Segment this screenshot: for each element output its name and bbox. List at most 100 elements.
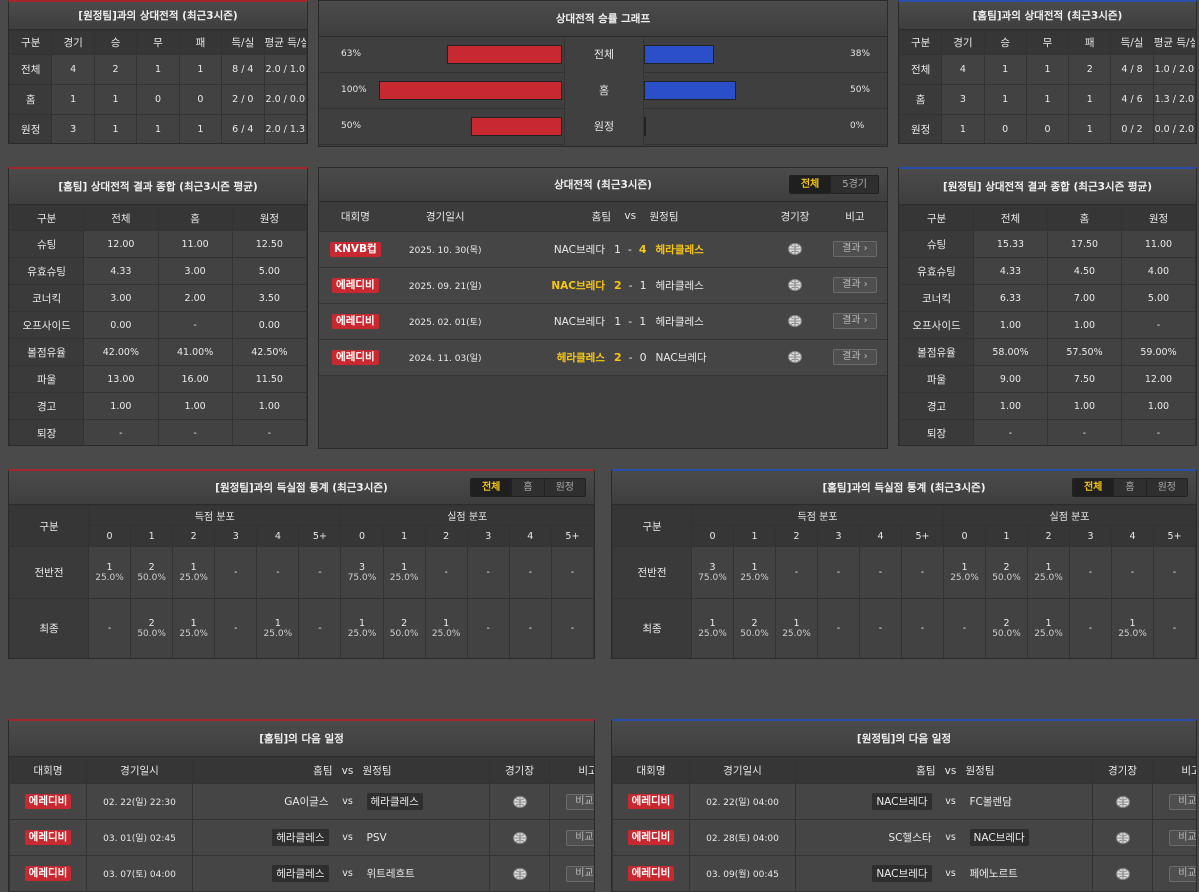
dist-cell: -: [466, 598, 510, 658]
dist-cell: -: [1153, 598, 1196, 658]
match-row: 에레디비 2025. 02. 01(토) NAC브레다 1 - 1 헤라클레스 결과 ›: [319, 302, 887, 340]
dist-cell: -: [1153, 546, 1196, 599]
table-row: 볼점유율 42.00% 41.00% 42.50%: [9, 338, 307, 366]
goal-count-header: 2: [172, 525, 216, 547]
compare-button[interactable]: 비교 ›: [566, 829, 594, 846]
goal-count-header: 5+: [298, 525, 342, 547]
column-header: 구분: [899, 30, 943, 55]
table-cell: 15.33: [973, 230, 1048, 258]
league-badge[interactable]: 에레디비: [332, 349, 379, 365]
stadium-icon[interactable]: [787, 315, 802, 327]
compare-button[interactable]: 비교 ›: [1169, 829, 1196, 846]
league-badge[interactable]: 에레디비: [24, 794, 72, 809]
away-team[interactable]: 위트레흐트: [366, 868, 415, 880]
home-team[interactable]: NAC브레다: [872, 865, 932, 882]
home-team-cell: SC헬스타: [795, 819, 936, 856]
dist-count: 1: [751, 561, 758, 573]
away-team[interactable]: 페에노르트: [969, 868, 1018, 880]
home-team-cell: NAC브레다: [795, 855, 936, 892]
league-badge[interactable]: 에레디비: [627, 830, 675, 845]
compare-button[interactable]: 비교 ›: [566, 865, 594, 882]
home-team[interactable]: 헤라클레스: [272, 829, 329, 846]
tab-home[interactable]: 홈: [1114, 479, 1147, 496]
table-cell: 4.00: [1121, 257, 1196, 285]
away-team[interactable]: FC볼렌담: [969, 796, 1012, 808]
dist-cell: 1 25.0%: [1027, 598, 1070, 658]
league-badge[interactable]: 에레디비: [332, 313, 379, 329]
table-cell: 16.00: [157, 365, 233, 393]
compare-button[interactable]: 비교 ›: [1169, 793, 1196, 810]
league-badge[interactable]: 에레디비: [627, 866, 675, 881]
tab-away[interactable]: 원정: [1146, 479, 1187, 496]
stadium-icon[interactable]: [512, 831, 527, 844]
stadium-icon[interactable]: [512, 795, 527, 808]
away-team[interactable]: NAC브레다: [649, 338, 768, 376]
dist-cell: -: [1069, 546, 1112, 599]
home-team[interactable]: 헤라클레스: [272, 865, 329, 882]
tab-5-games[interactable]: 5경기: [831, 176, 878, 193]
table-cell: 1.00: [231, 392, 307, 420]
league-badge[interactable]: 에레디비: [332, 277, 379, 293]
home-team[interactable]: NAC브레다: [498, 302, 611, 340]
vs-label: vs: [332, 783, 363, 820]
away-team[interactable]: 헤라클레스: [649, 302, 768, 340]
match-date: 02. 28(토) 04:00: [689, 819, 796, 856]
away-team[interactable]: PSV: [366, 831, 387, 844]
table-cell: 1: [983, 54, 1027, 85]
dist-count: 1: [793, 617, 800, 629]
result-button[interactable]: 결과 ›: [833, 349, 877, 365]
away-team[interactable]: 헤라클레스: [649, 230, 768, 268]
league-header: 대회명: [9, 757, 87, 784]
result-button[interactable]: 결과 ›: [833, 313, 877, 329]
home-team[interactable]: NAC브레다: [498, 266, 611, 304]
home-team[interactable]: 헤라클레스: [498, 338, 611, 376]
league-badge[interactable]: 에레디비: [627, 794, 675, 809]
dist-home-tabs: 전체 홈 원정: [469, 478, 586, 497]
home-team[interactable]: NAC브레다: [872, 793, 932, 810]
tab-all[interactable]: 전체: [1072, 479, 1115, 496]
away-team[interactable]: 헤라클레스: [649, 266, 768, 304]
stadium-icon[interactable]: [787, 243, 802, 255]
table-row: 슈팅 15.33 17.50 11.00: [899, 230, 1196, 258]
panel-title: 상대전적 승률 그래프: [319, 1, 887, 37]
tab-all[interactable]: 전체: [789, 176, 832, 193]
stadium-icon[interactable]: [787, 279, 802, 291]
away-team[interactable]: 헤라클레스: [366, 793, 423, 810]
stadium-icon[interactable]: [787, 351, 802, 363]
compare-button[interactable]: 비교 ›: [566, 793, 594, 810]
away-team[interactable]: NAC브레다: [969, 829, 1029, 846]
table-cell: 11.00: [1121, 230, 1196, 258]
tab-away[interactable]: 원정: [544, 479, 585, 496]
dist-cell: 1 25.0%: [943, 546, 986, 599]
dist-cell: -: [466, 546, 510, 599]
dist-away-title: [홈팀]과의 득실점 통계 (최근3시즌): [822, 482, 986, 494]
league-badge[interactable]: KNVB컵: [330, 241, 381, 257]
tab-all[interactable]: 전체: [470, 479, 513, 496]
stadium-icon[interactable]: [1115, 867, 1130, 880]
home-team[interactable]: NAC브레다: [498, 230, 611, 268]
match-row: 에레디비 2025. 09. 21(일) NAC브레다 2 - 1 헤라클레스 결과 ›: [319, 266, 887, 304]
league-cell: 에레디비: [319, 266, 392, 304]
dist-count: 1: [401, 561, 408, 573]
home-bar: [446, 45, 562, 64]
home-score: 2: [613, 278, 622, 292]
stadium-icon[interactable]: [1115, 831, 1130, 844]
match-date: 2025. 09. 21(일): [391, 266, 499, 304]
league-cell: 에레디비: [612, 783, 690, 820]
table-cell: 1.00: [1047, 311, 1122, 339]
home-team[interactable]: SC헬스타: [888, 832, 932, 844]
stadium-icon[interactable]: [1115, 795, 1130, 808]
dist-percent: 50.0%: [389, 628, 419, 639]
stadium-icon[interactable]: [512, 867, 527, 880]
away-pct: 38%: [850, 49, 871, 59]
result-button[interactable]: 결과 ›: [833, 277, 877, 293]
league-badge[interactable]: 에레디비: [24, 830, 72, 845]
table-cell: 0 / 2: [1110, 114, 1154, 143]
home-team[interactable]: GA이글스: [284, 796, 329, 808]
row-label: 유효슈팅: [9, 257, 85, 285]
league-badge[interactable]: 에레디비: [24, 866, 72, 881]
tab-home[interactable]: 홈: [512, 479, 545, 496]
result-button[interactable]: 결과 ›: [833, 241, 877, 257]
home-team-cell: 헤라클레스: [192, 819, 333, 856]
compare-button[interactable]: 비교 ›: [1169, 865, 1196, 882]
